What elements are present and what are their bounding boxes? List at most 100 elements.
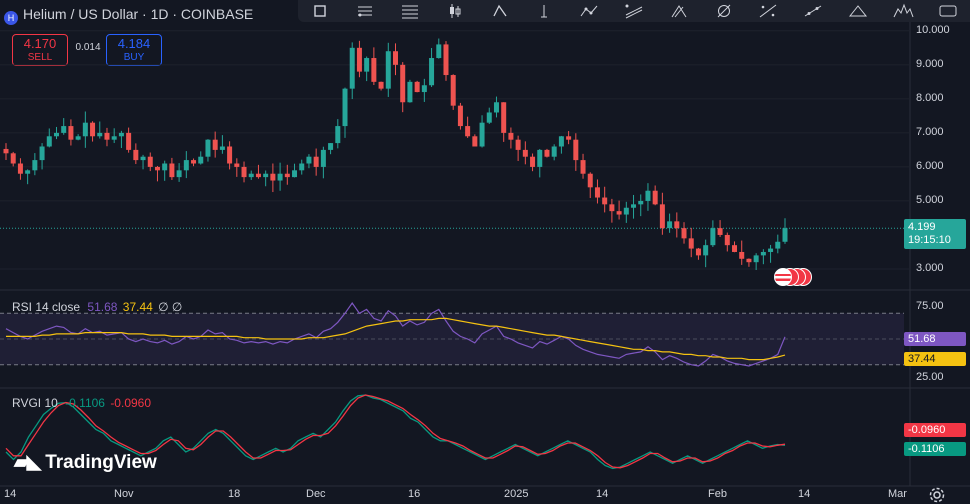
candle-body xyxy=(739,251,745,259)
candle-body xyxy=(3,148,9,154)
rvgi-signal-line xyxy=(5,394,786,469)
candle-body xyxy=(674,221,680,229)
reset-icon[interactable] xyxy=(713,3,735,19)
candle-body xyxy=(126,132,132,150)
symbol-title-text: Helium / US Dollar · 1D · COINBASE xyxy=(23,6,254,22)
candle-body xyxy=(602,197,608,205)
pitchfork-icon[interactable] xyxy=(668,3,690,19)
vertical-line-icon[interactable] xyxy=(533,3,555,19)
candle-body xyxy=(53,132,59,137)
candle-body xyxy=(320,149,326,167)
candle-body xyxy=(328,143,334,150)
buy-button[interactable]: 4.184 BUY xyxy=(106,34,162,66)
candle-body xyxy=(522,149,528,157)
buy-label: BUY xyxy=(123,52,145,63)
tradingview-brand-name: TradingView xyxy=(45,451,157,473)
fib-retracement-icon[interactable] xyxy=(399,3,421,19)
current-price: 4.199 xyxy=(908,221,936,233)
candle-body xyxy=(371,58,377,82)
candle-body xyxy=(219,146,225,150)
candle-body xyxy=(732,245,738,252)
candle-body xyxy=(183,160,189,171)
candle-body xyxy=(25,170,31,174)
time-axis-tick: 2025 xyxy=(504,488,529,500)
candle-body xyxy=(364,58,370,72)
path-icon[interactable] xyxy=(578,3,600,19)
rvgi-value-red: -0.0960 xyxy=(110,396,152,410)
tradingview-logo-icon: ▰◣ xyxy=(14,452,41,473)
time-axis-tick: Nov xyxy=(114,488,134,500)
rsi-name: RSI 14 close xyxy=(12,300,81,314)
candle-body xyxy=(566,136,572,140)
rvgi-line xyxy=(5,394,786,470)
candle-body xyxy=(667,221,673,229)
candle-body xyxy=(616,211,622,215)
candle-body xyxy=(479,122,485,147)
sell-button[interactable]: 4.170 SELL xyxy=(12,34,68,66)
candle-body xyxy=(768,248,774,252)
candle-body xyxy=(241,166,247,178)
candle-body xyxy=(501,102,507,133)
candle-body xyxy=(436,44,442,59)
long-position-icon[interactable] xyxy=(444,3,466,19)
rsi-pane xyxy=(0,301,904,367)
rsi-value-tag: 51.68 xyxy=(904,332,966,346)
candle-body xyxy=(493,102,499,113)
candle-body xyxy=(39,146,45,161)
candle-body xyxy=(176,170,182,178)
price-axis-tick: 7.000 xyxy=(916,125,944,138)
triangle-pattern-icon[interactable] xyxy=(847,3,869,19)
time-axis-tick: Mar xyxy=(888,488,907,500)
rvgi-name: RVGI 10 xyxy=(12,396,58,410)
price-axis-tick: 6.000 xyxy=(916,159,944,172)
candle-body xyxy=(421,85,427,93)
price-axis-tick: 10.000 xyxy=(916,23,950,36)
candle-body xyxy=(169,163,175,178)
rvgi-value-green: -0.1106 xyxy=(65,396,105,410)
candle-body xyxy=(154,166,160,171)
candle-body xyxy=(724,234,730,246)
candle-body xyxy=(465,126,471,137)
gear-icon[interactable] xyxy=(928,486,946,504)
us-flag-icon[interactable] xyxy=(774,268,792,286)
candle-body xyxy=(356,47,362,72)
candle-body xyxy=(75,136,81,140)
candle-body xyxy=(609,204,615,212)
ray-icon[interactable] xyxy=(757,3,779,19)
economic-events-flags[interactable] xyxy=(772,268,812,286)
rvgi-legend[interactable]: RVGI 10 -0.1106 -0.0960 xyxy=(12,396,151,410)
rsi-legend[interactable]: RSI 14 close 51.68 37.44 ∅ ∅ xyxy=(12,300,182,314)
time-axis-tick: 16 xyxy=(408,488,421,500)
extended-line-icon[interactable] xyxy=(802,3,824,19)
tradingview-logo[interactable]: ▰◣ TradingView xyxy=(14,451,157,474)
parallel-channel-icon[interactable] xyxy=(623,3,645,19)
trendline-icon[interactable] xyxy=(354,3,376,19)
candle-body xyxy=(587,173,593,188)
candle-body xyxy=(688,238,694,249)
candle-body xyxy=(234,163,240,167)
candle-body xyxy=(515,139,521,150)
more-tools-icon[interactable] xyxy=(937,3,959,19)
candle-body xyxy=(385,51,391,89)
current-price-tag: 4.199 19:15:10 xyxy=(904,219,966,249)
candle-body xyxy=(443,44,449,76)
time-axis-tick: Feb xyxy=(708,488,727,500)
rsi-extra: ∅ ∅ xyxy=(158,300,183,314)
brush-icon[interactable] xyxy=(489,3,511,19)
candle-body xyxy=(284,173,290,178)
head-shoulders-icon[interactable] xyxy=(892,3,914,19)
candle-body xyxy=(306,156,312,164)
candle-body xyxy=(695,248,701,256)
candle-body xyxy=(292,170,298,178)
candle-body xyxy=(407,81,413,103)
zoom-icon[interactable] xyxy=(309,3,331,19)
candle-body xyxy=(263,173,269,178)
candle-body xyxy=(140,156,146,161)
rsi-axis-tick: 25.00 xyxy=(916,371,944,383)
candle-body xyxy=(349,47,355,89)
candle-body xyxy=(594,187,600,198)
time-axis-tick: 18 xyxy=(228,488,241,500)
time-axis[interactable]: 14 Nov 18 Dec 16 2025 14 Feb 14 Mar xyxy=(0,486,910,504)
symbol-title[interactable]: H Helium / US Dollar · 1D · COINBASE xyxy=(4,6,253,25)
